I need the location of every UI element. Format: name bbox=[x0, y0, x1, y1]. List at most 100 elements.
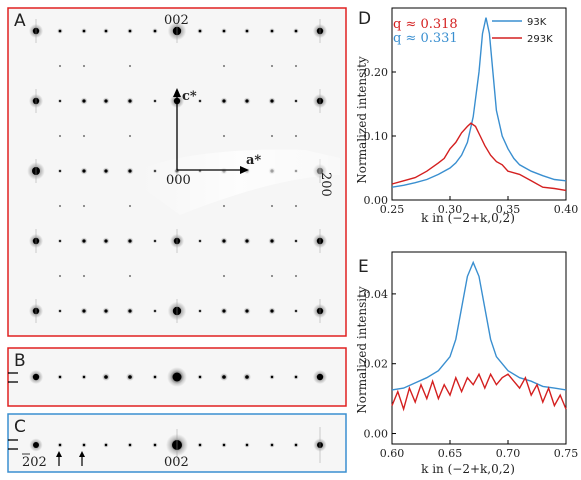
diffraction-spot bbox=[104, 29, 108, 33]
diffraction-spot bbox=[245, 99, 249, 103]
diffraction-spot bbox=[82, 29, 86, 33]
diffraction-spot bbox=[222, 29, 226, 33]
panel-c-letter: C bbox=[14, 417, 26, 437]
annotation-q-93k: q ≈ 0.331 bbox=[393, 31, 458, 46]
panel-b-spots bbox=[28, 367, 328, 387]
panel-b-scale-marks bbox=[8, 372, 18, 383]
diffraction-spot bbox=[59, 310, 61, 312]
x-tick-label: 0.35 bbox=[496, 203, 521, 216]
diffraction-spot bbox=[270, 29, 274, 33]
diffraction-panel-a: A 002 000 200 c* a* bbox=[7, 7, 347, 337]
diffraction-spot bbox=[129, 65, 131, 67]
y-tick-label: 0.04 bbox=[364, 288, 389, 301]
diffraction-spot bbox=[128, 309, 132, 313]
panel-a-letter: A bbox=[14, 11, 26, 31]
diffraction-spot bbox=[294, 443, 298, 447]
diffraction-spot bbox=[271, 135, 273, 137]
diffraction-spot bbox=[271, 65, 273, 67]
diffraction-spot bbox=[128, 169, 132, 173]
series-line-93k bbox=[391, 260, 567, 391]
diffraction-spot bbox=[223, 65, 225, 67]
diffraction-spot bbox=[223, 135, 225, 137]
diffraction-spot bbox=[271, 275, 273, 277]
series-line-93k bbox=[391, 17, 567, 188]
a-star-label: a* bbox=[246, 153, 261, 168]
diffraction-spot bbox=[128, 443, 132, 447]
diffraction-spot bbox=[295, 275, 297, 277]
x-tick-label: 0.30 bbox=[438, 203, 463, 216]
plot-frame bbox=[391, 7, 567, 201]
chart-e-ylabel: Normalized intensity bbox=[355, 286, 369, 414]
chart-d: D 0.25 0.30 0.35 0.40 0.00 0.10 0.20 Normalize… bbox=[355, 7, 578, 225]
legend-label-93k: 93K bbox=[527, 17, 547, 28]
diffraction-spot bbox=[295, 100, 297, 102]
diffraction-spot bbox=[58, 29, 62, 33]
diffraction-spot bbox=[83, 275, 85, 277]
c-star-label: c* bbox=[182, 89, 197, 104]
diffraction-panel-c: C 202 002 bbox=[7, 413, 347, 473]
diffraction-spot bbox=[104, 443, 108, 447]
label-002-top: 002 bbox=[164, 13, 189, 28]
x-tick-label: 0.60 bbox=[380, 447, 405, 460]
diffraction-spot bbox=[270, 443, 274, 447]
diffraction-spot bbox=[82, 239, 86, 243]
panel-a-frame bbox=[7, 7, 347, 337]
panel-c-frame bbox=[7, 413, 347, 473]
diffraction-spot bbox=[83, 135, 85, 137]
diffraction-spot bbox=[245, 309, 249, 313]
chart-d-letter: D bbox=[358, 9, 371, 29]
diffraction-spot bbox=[222, 443, 226, 447]
diffraction-spot bbox=[59, 135, 61, 137]
diffraction-spot bbox=[154, 310, 156, 312]
y-tick-label: 0.02 bbox=[364, 358, 389, 371]
diffraction-spot bbox=[245, 29, 249, 33]
diffraction-spot bbox=[316, 373, 324, 381]
diffraction-spot bbox=[128, 375, 132, 379]
diffraction-spot bbox=[222, 99, 226, 103]
diffraction-spot bbox=[129, 275, 131, 277]
chart-e: E 0.60 0.65 0.70 0.75 0.00 0.02 0.04 Normalize… bbox=[355, 251, 578, 476]
up-arrow-icon bbox=[56, 451, 62, 466]
diffraction-spot bbox=[104, 169, 108, 173]
beamstop-shadow bbox=[138, 149, 340, 215]
diffraction-spot bbox=[198, 29, 202, 33]
diffraction-spot bbox=[199, 100, 201, 102]
diffraction-spot bbox=[295, 240, 297, 242]
diffraction-spot bbox=[128, 99, 132, 103]
diffraction-spot bbox=[271, 205, 273, 207]
diffraction-spot bbox=[59, 205, 61, 207]
diffraction-spot bbox=[59, 100, 61, 102]
plot-frame bbox=[391, 251, 567, 445]
panel-b-letter: B bbox=[14, 351, 26, 371]
diffraction-spot bbox=[270, 375, 274, 379]
label-000: 000 bbox=[166, 173, 191, 188]
diffraction-spot bbox=[199, 310, 201, 312]
series-line-293k bbox=[391, 372, 567, 412]
diffraction-spot bbox=[82, 375, 86, 379]
x-tick-label: 0.70 bbox=[496, 447, 521, 460]
diffraction-spot bbox=[154, 240, 156, 242]
diffraction-spot bbox=[59, 65, 61, 67]
diffraction-spot bbox=[172, 372, 182, 382]
chart-e-plot-area: 0.60 0.65 0.70 0.75 0.00 0.02 0.04 bbox=[364, 251, 578, 460]
panel-c-scale-marks bbox=[8, 439, 18, 450]
diffraction-panel-b: B bbox=[7, 347, 347, 407]
series-line-293k bbox=[391, 122, 567, 192]
label-200: 200 bbox=[318, 172, 333, 197]
up-arrow-icon bbox=[79, 451, 85, 466]
reciprocal-axes: c* a* bbox=[173, 88, 261, 174]
chart-d-plot-area: 0.25 0.30 0.35 0.40 0.00 0.10 0.20 bbox=[364, 7, 578, 216]
chart-d-xlabel: k in (−2+k,0,2) bbox=[421, 211, 515, 225]
diffraction-spot bbox=[153, 29, 157, 33]
diffraction-spot bbox=[245, 239, 249, 243]
diffraction-spot bbox=[82, 99, 86, 103]
chart-d-legend: 93K 293K bbox=[492, 17, 553, 45]
diffraction-spot bbox=[83, 65, 85, 67]
diffraction-spot bbox=[128, 29, 132, 33]
diffraction-spot bbox=[295, 65, 297, 67]
diffraction-spot bbox=[59, 240, 61, 242]
diffraction-spot bbox=[104, 99, 108, 103]
diffraction-spot bbox=[58, 375, 62, 379]
label-002-bottom: 002 bbox=[164, 455, 189, 470]
